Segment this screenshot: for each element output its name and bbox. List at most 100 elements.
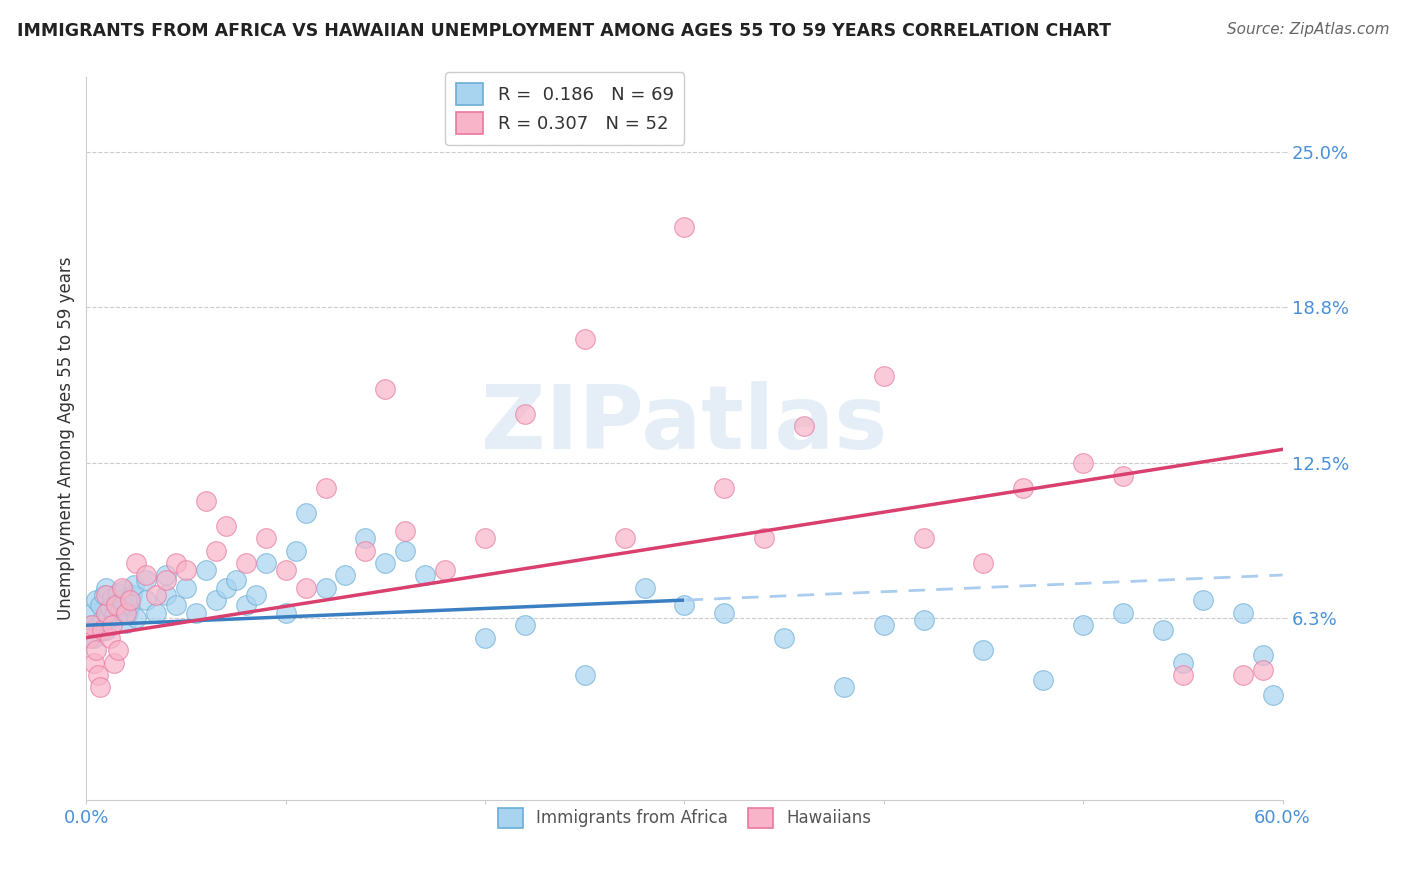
Point <box>107 586 129 600</box>
Point <box>434 564 457 578</box>
Point <box>120 599 142 613</box>
Point <box>354 531 377 545</box>
Point <box>274 564 297 578</box>
Point <box>101 591 124 605</box>
Point <box>84 593 107 607</box>
Point <box>96 606 118 620</box>
Point <box>574 668 596 682</box>
Point <box>972 556 994 570</box>
Point <box>912 531 935 545</box>
Point <box>145 588 167 602</box>
Point <box>165 556 187 570</box>
Point <box>235 599 257 613</box>
Point <box>103 656 125 670</box>
Point <box>513 407 536 421</box>
Point <box>873 369 896 384</box>
Point <box>205 593 228 607</box>
Point <box>145 606 167 620</box>
Point <box>79 631 101 645</box>
Point <box>335 568 357 582</box>
Point <box>174 564 197 578</box>
Point <box>155 588 177 602</box>
Point <box>115 606 138 620</box>
Point <box>1251 663 1274 677</box>
Point <box>713 606 735 620</box>
Point <box>394 543 416 558</box>
Point <box>98 600 121 615</box>
Point <box>1112 606 1135 620</box>
Point <box>155 568 177 582</box>
Point <box>82 606 104 620</box>
Point <box>245 588 267 602</box>
Point <box>294 581 316 595</box>
Point <box>413 568 436 582</box>
Point <box>1191 593 1213 607</box>
Point <box>374 382 396 396</box>
Point <box>513 618 536 632</box>
Point <box>394 524 416 538</box>
Point <box>87 668 110 682</box>
Point <box>633 581 655 595</box>
Text: ZIPatlas: ZIPatlas <box>481 381 887 467</box>
Point <box>673 219 696 234</box>
Point <box>713 481 735 495</box>
Point <box>135 593 157 607</box>
Point <box>1032 673 1054 687</box>
Point <box>274 606 297 620</box>
Point <box>474 531 496 545</box>
Point <box>215 518 238 533</box>
Point <box>96 624 118 638</box>
Point <box>101 618 124 632</box>
Point <box>1251 648 1274 662</box>
Point <box>754 531 776 545</box>
Point <box>613 531 636 545</box>
Point <box>111 593 134 607</box>
Point <box>315 481 337 495</box>
Point <box>354 543 377 558</box>
Point <box>793 419 815 434</box>
Text: IMMIGRANTS FROM AFRICA VS HAWAIIAN UNEMPLOYMENT AMONG AGES 55 TO 59 YEARS CORREL: IMMIGRANTS FROM AFRICA VS HAWAIIAN UNEMP… <box>17 22 1111 40</box>
Point <box>215 581 238 595</box>
Point <box>1232 668 1254 682</box>
Point <box>773 631 796 645</box>
Point <box>235 556 257 570</box>
Point <box>108 603 131 617</box>
Point <box>117 606 139 620</box>
Point <box>103 608 125 623</box>
Point <box>155 574 177 588</box>
Point <box>194 493 217 508</box>
Point <box>1261 688 1284 702</box>
Point <box>1232 606 1254 620</box>
Point <box>1171 656 1194 670</box>
Point <box>111 581 134 595</box>
Point <box>194 564 217 578</box>
Point <box>474 631 496 645</box>
Point <box>574 332 596 346</box>
Point <box>93 588 115 602</box>
Legend: Immigrants from Africa, Hawaiians: Immigrants from Africa, Hawaiians <box>491 801 877 835</box>
Point <box>205 543 228 558</box>
Point <box>82 618 104 632</box>
Point <box>91 613 114 627</box>
Point <box>79 618 101 632</box>
Point <box>105 596 128 610</box>
Point <box>1171 668 1194 682</box>
Point <box>294 506 316 520</box>
Point <box>174 581 197 595</box>
Point <box>254 531 277 545</box>
Point <box>832 681 855 695</box>
Point <box>97 611 120 625</box>
Text: Source: ZipAtlas.com: Source: ZipAtlas.com <box>1226 22 1389 37</box>
Point <box>122 578 145 592</box>
Point <box>1071 618 1094 632</box>
Point <box>1152 624 1174 638</box>
Point <box>105 599 128 613</box>
Point <box>254 556 277 570</box>
Point <box>83 656 105 670</box>
Point <box>184 606 207 620</box>
Point <box>1112 468 1135 483</box>
Point <box>98 631 121 645</box>
Point <box>673 599 696 613</box>
Point <box>225 574 247 588</box>
Point <box>121 588 143 602</box>
